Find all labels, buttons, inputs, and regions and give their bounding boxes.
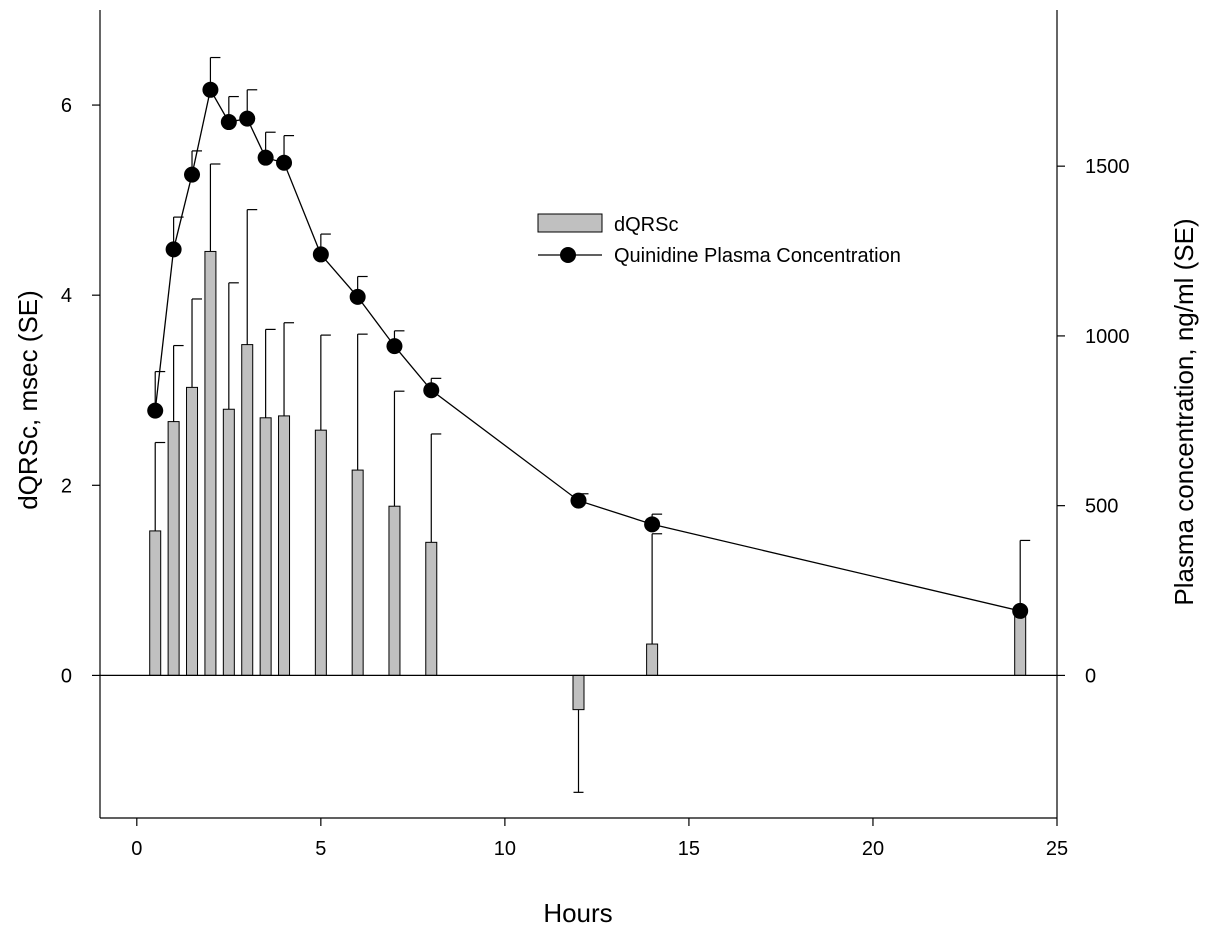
bar-dqrsc [204,250,217,676]
bar-dqrsc [646,643,659,676]
legend-label-concentration: Quinidine Plasma Concentration [614,245,901,267]
bar-dqrsc [351,469,364,676]
bar-dqrsc [222,408,235,676]
concentration-point [423,382,440,399]
bar-dqrsc [149,530,162,676]
concentration-point [257,149,274,166]
concentration-point [386,338,403,355]
x-tick-label: 20 [862,838,884,860]
x-tick-label: 15 [678,838,700,860]
legend-swatch-dqrsc [537,213,603,233]
error-bars-layer [154,56,1031,793]
x-axis-title: Hours [543,898,612,928]
legend: dQRSc Quinidine Plasma Concentration [537,213,901,267]
bar-dqrsc [1014,610,1027,676]
x-tick-label: 10 [494,838,516,860]
bar-dqrsc [572,674,585,711]
legend-marker-concentration [560,247,576,263]
concentration-point [312,246,329,263]
bar-dqrsc [314,429,327,676]
x-tick-label: 5 [315,838,326,860]
concentration-point [239,110,256,127]
y-left-tick-label: 6 [61,95,72,117]
concentration-point [349,288,366,305]
y-right-tick-label: 500 [1085,496,1118,518]
bar-dqrsc [167,421,180,676]
bar-dqrsc [259,417,272,676]
legend-label-dqrsc: dQRSc [614,214,678,236]
y-right-tick-label: 1000 [1085,326,1130,348]
y-left-tick-label: 4 [61,285,72,307]
concentration-point [220,114,237,131]
concentration-point [276,154,293,171]
y-left-axis-title: dQRSc, msec (SE) [13,290,43,510]
x-tick-label: 0 [131,838,142,860]
bar-dqrsc [186,386,199,676]
line-layer [147,81,1029,619]
concentration-point [1012,602,1029,619]
bar-dqrsc [388,505,401,676]
y-left-tick-label: 0 [61,665,72,687]
bar-dqrsc [278,415,291,676]
y-left-tick-label: 2 [61,475,72,497]
y-right-tick-label: 1500 [1085,156,1130,178]
y-right-tick-label: 0 [1085,665,1096,687]
y-right-axis-title: Plasma concentration, ng/ml (SE) [1169,218,1199,605]
concentration-point [165,241,182,258]
concentration-point [147,402,164,419]
bar-dqrsc [241,344,254,676]
concentration-point [184,166,201,183]
bars-layer [149,250,1027,711]
concentration-point [570,492,587,509]
bar-dqrsc [425,541,438,676]
x-tick-label: 25 [1046,838,1068,860]
axes-layer: 0 5 10 15 20 25 0 2 4 6 0 500 1000 1500 Hours dQRSc, ms… [13,10,1199,928]
concentration-point [202,81,219,98]
concentration-point [644,516,661,533]
